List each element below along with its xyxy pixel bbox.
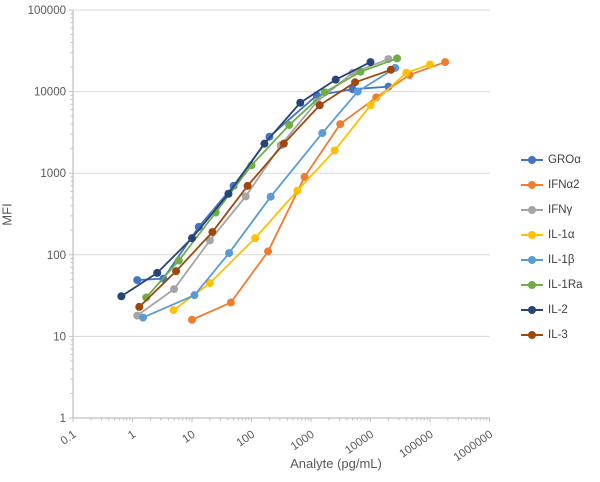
data-point-IL-1β <box>353 87 362 96</box>
legend-label: IL-1α <box>548 228 575 241</box>
data-point-IL-2 <box>117 292 126 301</box>
data-point-IL-1β <box>266 192 275 201</box>
y-tick-label: 10000 <box>34 87 66 99</box>
series-line-IL-1Ra <box>145 57 398 299</box>
legend-item-IFNα2: IFNα2 <box>521 172 583 197</box>
legend-marker-icon <box>521 180 543 189</box>
data-point-IL-1α <box>293 186 302 195</box>
data-point-IFNα2 <box>300 172 309 181</box>
legend-item-IL-1Ra: IL-1Ra <box>521 272 583 297</box>
legend-label: IL-1β <box>548 253 575 266</box>
data-point-IL-1α <box>402 68 411 77</box>
data-point-IL-3 <box>135 302 144 311</box>
legend-marker-icon <box>521 155 543 164</box>
data-point-IL-2 <box>188 234 196 243</box>
data-point-IL-2 <box>153 268 162 277</box>
x-tick-label: 10 <box>180 429 197 446</box>
data-point-IFNα2 <box>226 298 235 307</box>
data-point-IL-3 <box>386 65 395 74</box>
series-line-IFNγ <box>136 58 389 317</box>
legend-marker-icon <box>521 305 543 314</box>
legend-item-IL-1β: IL-1β <box>521 247 583 272</box>
legend-label: GROα <box>548 153 581 166</box>
data-point-IL-3 <box>243 181 252 190</box>
data-point-IL-2 <box>366 58 375 67</box>
data-point-IL-1Ra <box>174 256 183 265</box>
x-tick-label: 100 <box>235 429 258 450</box>
data-point-IFNγ <box>205 236 214 245</box>
legend-item-IFNγ: IFNγ <box>521 197 583 222</box>
legend-label: IFNα2 <box>548 178 580 191</box>
data-point-IL-1β <box>225 249 234 258</box>
series-line-IFNα2 <box>191 61 446 321</box>
chart-legend: GROα IFNα2 IFNγ IL-1α IL-1β IL-1Ra IL-2 IL-3 <box>521 147 583 347</box>
x-tick-label: 1000000 <box>452 429 496 465</box>
data-point-IL-2 <box>260 139 269 148</box>
data-point-IFNα2 <box>264 247 273 256</box>
legend-marker-icon <box>521 255 543 264</box>
series-line-IL-1α <box>173 63 431 311</box>
x-tick-label: 1000 <box>289 429 317 454</box>
legend-label: IL-3 <box>548 328 568 341</box>
legend-marker-icon <box>521 205 543 214</box>
data-point-IL-1α <box>205 279 214 288</box>
y-tick-label: 100000 <box>28 5 66 17</box>
data-point-GROα <box>133 276 142 285</box>
data-point-IL-1Ra <box>285 120 294 129</box>
y-tick-label: 100 <box>47 250 66 262</box>
data-point-IL-1α <box>366 101 375 110</box>
data-point-IL-1α <box>169 306 178 315</box>
y-axis-title: MFI <box>0 203 15 226</box>
data-point-IL-2 <box>331 75 340 84</box>
data-point-IL-1α <box>330 146 339 155</box>
data-point-IL-1α <box>426 60 434 69</box>
legend-item-IL-2: IL-2 <box>521 297 583 322</box>
y-tick-label: 1000 <box>40 168 66 180</box>
data-point-IFNγ <box>170 285 179 294</box>
x-tick-label: 1 <box>126 429 138 443</box>
data-point-IL-3 <box>351 78 360 87</box>
series-line-IL-3 <box>138 68 392 308</box>
data-point-IL-2 <box>296 98 305 107</box>
x-tick-label: 10000 <box>343 429 376 457</box>
legend-item-GROα: GROα <box>521 147 583 172</box>
data-point-IL-1Ra <box>393 54 402 63</box>
data-point-IL-1β <box>318 129 327 138</box>
legend-item-IL-3: IL-3 <box>521 322 583 347</box>
legend-label: IFNγ <box>548 203 573 216</box>
data-point-IFNα2 <box>441 58 450 67</box>
data-point-IL-3 <box>315 101 324 110</box>
x-axis-title: Analyte (pg/mL) <box>290 456 382 471</box>
y-tick-label: 1 <box>60 413 66 425</box>
x-tick-label: 0.1 <box>59 429 79 448</box>
data-point-IFNα2 <box>336 120 345 129</box>
data-point-IL-3 <box>172 267 181 276</box>
data-point-IL-1α <box>251 234 260 243</box>
legend-marker-icon <box>521 230 543 239</box>
data-point-IL-1Ra <box>320 88 329 97</box>
legend-label: IL-2 <box>548 303 568 316</box>
data-point-IL-1β <box>190 291 199 300</box>
y-tick-label: 10 <box>53 331 66 343</box>
legend-marker-icon <box>521 280 543 289</box>
data-point-IL-2 <box>224 189 233 198</box>
data-point-IL-3 <box>279 139 288 148</box>
legend-marker-icon <box>521 330 543 339</box>
data-point-IL-1Ra <box>356 67 365 76</box>
data-point-IL-3 <box>208 228 217 237</box>
legend-item-IL-1α: IL-1α <box>521 222 583 247</box>
data-point-IFNα2 <box>188 315 196 324</box>
data-point-IFNγ <box>241 192 250 201</box>
series-line-IL-2 <box>120 61 371 298</box>
legend-label: IL-1Ra <box>548 278 583 291</box>
data-point-IL-1β <box>138 313 147 322</box>
